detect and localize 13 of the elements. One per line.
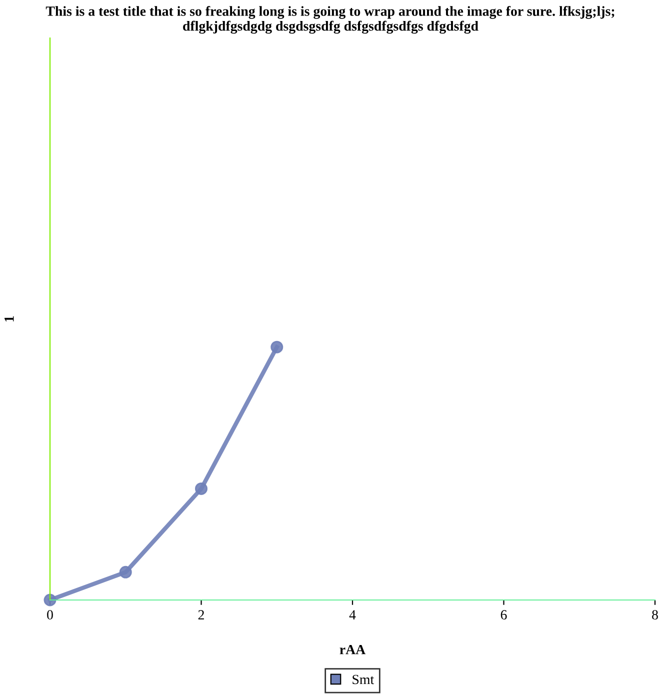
point [195,482,208,495]
point [119,566,132,578]
x-axis-title: rAA [340,645,366,654]
x-tick-label: 2 [198,610,204,620]
x-tick-label: 8 [652,610,658,620]
x-tick-label: 0 [47,610,53,620]
x-tick-label: 4 [349,610,356,620]
chart-title: This is a test title that is so freaking long is is going to wrap around the image for sure. lfksjg;ljs; dflgkjdfgsdgdg dsgdsgsdfg dsfgsdfgsdfgs dfgdsfgd [46,6,614,34]
point [44,594,56,606]
legend-label: Smt [352,674,374,684]
y-axis-title: 1 [4,316,14,322]
point [270,340,284,354]
x-tick-label: 6 [500,610,507,620]
